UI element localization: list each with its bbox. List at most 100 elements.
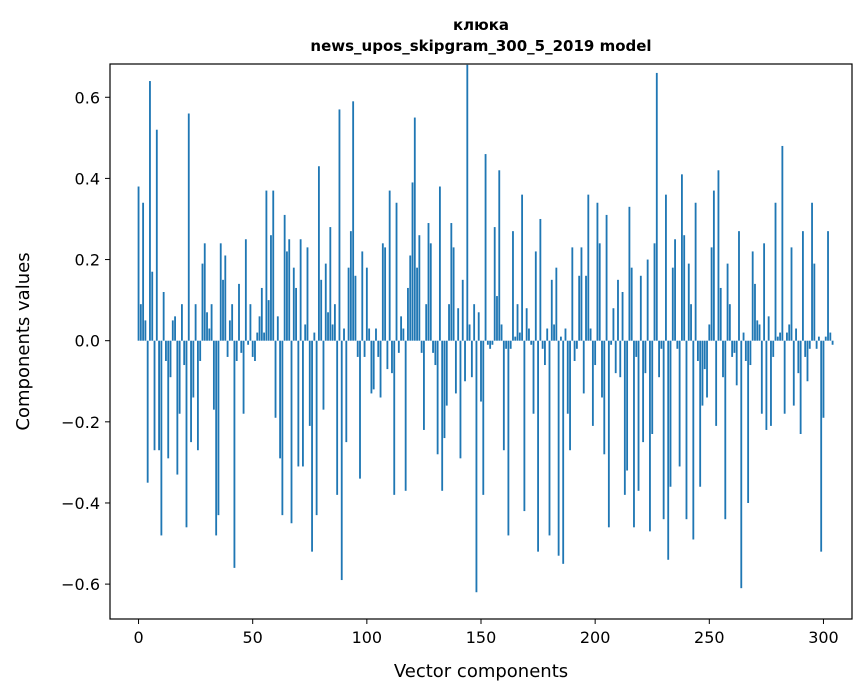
bar-52 bbox=[256, 332, 259, 341]
bar-182 bbox=[553, 324, 555, 341]
bar-183 bbox=[555, 267, 558, 341]
bar-168 bbox=[521, 194, 524, 341]
bar-97 bbox=[359, 340, 361, 479]
bar-207 bbox=[610, 340, 613, 345]
bar-19 bbox=[181, 304, 183, 341]
bar-102 bbox=[370, 340, 373, 394]
bar-9 bbox=[158, 340, 160, 451]
bar-258 bbox=[726, 263, 729, 341]
bar-195 bbox=[582, 340, 585, 394]
bar-51 bbox=[254, 340, 256, 361]
bar-191 bbox=[573, 340, 576, 361]
bar-226 bbox=[653, 243, 656, 341]
bar-265 bbox=[742, 332, 745, 341]
bar-43 bbox=[235, 340, 238, 361]
bar-268 bbox=[749, 340, 752, 366]
bar-238 bbox=[681, 174, 683, 341]
bar-303 bbox=[829, 332, 832, 341]
y-tick-label-1: −0.4 bbox=[61, 494, 100, 513]
bar-89 bbox=[340, 340, 343, 581]
bar-122 bbox=[416, 267, 418, 341]
bar-157 bbox=[496, 296, 498, 341]
bar-214 bbox=[626, 340, 629, 471]
bar-103 bbox=[372, 340, 375, 390]
bar-193 bbox=[578, 275, 581, 341]
bar-71 bbox=[299, 239, 302, 341]
bar-161 bbox=[505, 340, 508, 349]
bar-99 bbox=[363, 340, 366, 357]
bar-224 bbox=[649, 340, 651, 532]
bar-37 bbox=[222, 279, 224, 341]
bar-211 bbox=[619, 340, 622, 378]
bar-106 bbox=[379, 340, 382, 398]
bar-41 bbox=[231, 304, 234, 341]
bar-118 bbox=[407, 287, 409, 341]
bar-29 bbox=[203, 243, 206, 341]
bar-192 bbox=[575, 340, 578, 349]
bar-20 bbox=[183, 340, 186, 366]
bar-176 bbox=[539, 218, 542, 341]
bar-76 bbox=[311, 340, 313, 552]
bar-141 bbox=[459, 340, 462, 459]
bar-186 bbox=[562, 340, 565, 564]
bar-121 bbox=[413, 117, 416, 341]
bar-248 bbox=[703, 340, 706, 370]
bar-12 bbox=[165, 340, 167, 361]
bar-280 bbox=[776, 336, 779, 341]
bar-127 bbox=[427, 223, 430, 341]
bar-18 bbox=[178, 340, 181, 414]
bar-130 bbox=[434, 340, 437, 366]
bar-165 bbox=[514, 336, 517, 341]
bar-228 bbox=[658, 340, 660, 378]
bar-78 bbox=[315, 340, 318, 516]
bar-147 bbox=[473, 304, 476, 341]
bar-148 bbox=[475, 340, 478, 593]
y-tick-label-5: 0.4 bbox=[75, 169, 100, 188]
bar-208 bbox=[612, 308, 615, 341]
bar-128 bbox=[429, 243, 432, 341]
bar-174 bbox=[534, 251, 537, 341]
bar-242 bbox=[690, 304, 692, 341]
bar-189 bbox=[569, 340, 571, 451]
bar-94 bbox=[352, 101, 355, 341]
bar-126 bbox=[425, 304, 428, 341]
bar-140 bbox=[457, 308, 460, 341]
x-tick-label-6: 300 bbox=[808, 628, 839, 647]
bar-223 bbox=[646, 259, 649, 341]
bar-73 bbox=[304, 324, 307, 341]
bar-143 bbox=[464, 340, 466, 382]
bar-134 bbox=[443, 340, 446, 439]
bar-48 bbox=[247, 340, 250, 345]
bar-60 bbox=[274, 340, 277, 418]
bar-23 bbox=[190, 340, 192, 443]
bar-281 bbox=[779, 332, 781, 341]
bar-1 bbox=[139, 304, 142, 341]
bar-3 bbox=[144, 320, 147, 341]
bar-2 bbox=[142, 202, 145, 341]
bar-181 bbox=[550, 279, 553, 341]
bar-110 bbox=[388, 190, 391, 341]
bar-108 bbox=[384, 247, 387, 341]
bar-26 bbox=[196, 340, 199, 451]
bar-278 bbox=[772, 340, 775, 357]
bar-254 bbox=[717, 170, 720, 341]
bar-218 bbox=[635, 340, 638, 357]
bar-150 bbox=[480, 340, 482, 402]
bar-289 bbox=[797, 340, 800, 374]
bar-259 bbox=[728, 304, 731, 341]
bar-95 bbox=[354, 275, 357, 341]
x-tick-label-0: 0 bbox=[133, 628, 143, 647]
bar-213 bbox=[623, 340, 626, 495]
bar-154 bbox=[489, 340, 492, 349]
bar-246 bbox=[699, 340, 702, 487]
bar-31 bbox=[208, 328, 211, 341]
bar-137 bbox=[450, 223, 453, 341]
bar-142 bbox=[461, 279, 464, 341]
bar-172 bbox=[530, 340, 533, 345]
bar-151 bbox=[482, 340, 485, 495]
y-tick-label-2: −0.2 bbox=[61, 413, 100, 432]
bar-10 bbox=[160, 340, 163, 536]
bar-65 bbox=[286, 251, 288, 341]
bar-171 bbox=[528, 328, 530, 341]
